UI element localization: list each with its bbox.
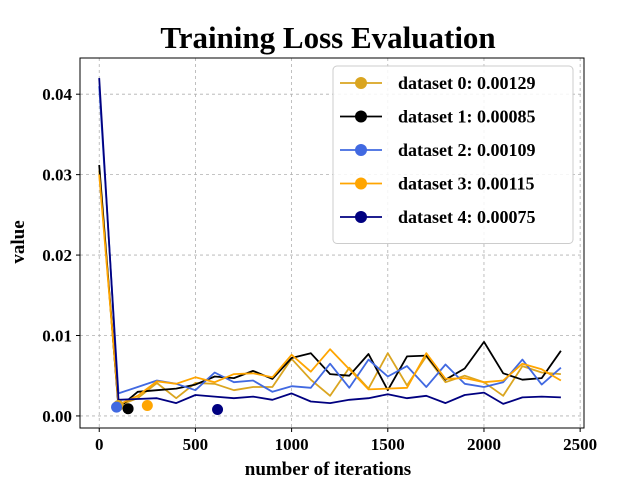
legend-label: dataset 2: 0.00109 bbox=[398, 140, 536, 160]
legend-marker bbox=[355, 177, 367, 190]
series-min-marker bbox=[212, 404, 224, 415]
y-axis-label: value bbox=[8, 220, 29, 263]
y-tick-label: 0.02 bbox=[42, 246, 72, 265]
x-axis-label: number of iterations bbox=[245, 459, 411, 480]
x-tick-label: 1500 bbox=[371, 435, 405, 454]
axis-ticks: 0 500 1000 1500 2000 2500 0.00 0.01 0.02 0.03 0.04 bbox=[42, 85, 597, 454]
legend-box bbox=[332, 65, 574, 244]
legend-label: dataset 0: 0.00129 bbox=[398, 73, 536, 93]
series-line bbox=[98, 174, 562, 406]
x-tick-label: 2000 bbox=[467, 435, 501, 454]
legend-marker bbox=[355, 110, 367, 123]
series-min-marker bbox=[122, 403, 134, 415]
chart-title: Training Loss Evaluation bbox=[160, 20, 495, 55]
legend-marker bbox=[355, 77, 367, 89]
legend-label: dataset 1: 0.00085 bbox=[398, 107, 536, 127]
series-markers bbox=[111, 399, 224, 415]
series-line bbox=[98, 164, 562, 409]
y-tick-label: 0.01 bbox=[42, 327, 72, 346]
y-tick-label: 0.00 bbox=[42, 407, 72, 426]
x-tick-label: 1000 bbox=[275, 435, 309, 454]
y-tick-label: 0.03 bbox=[42, 166, 72, 185]
series-lines bbox=[98, 78, 562, 409]
legend-label: dataset 4: 0.00075 bbox=[398, 207, 536, 227]
legend-marker bbox=[355, 211, 367, 223]
legend: dataset 0: 0.00129 dataset 1: 0.00085 data… bbox=[332, 65, 574, 244]
series-line bbox=[98, 78, 561, 405]
x-tick-label: 0 bbox=[95, 435, 104, 454]
plot-frame bbox=[79, 57, 585, 429]
series-min-marker bbox=[111, 401, 123, 413]
legend-label: dataset 3: 0.00115 bbox=[398, 174, 535, 194]
y-tick-label: 0.04 bbox=[42, 85, 72, 104]
x-tick-label: 2500 bbox=[563, 435, 597, 454]
legend-marker bbox=[355, 144, 367, 156]
series-min-marker bbox=[141, 399, 153, 411]
x-tick-label: 500 bbox=[183, 435, 209, 454]
